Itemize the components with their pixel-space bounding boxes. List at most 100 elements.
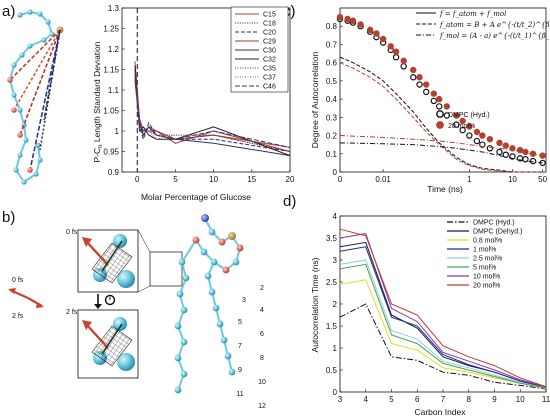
bond-vector bbox=[101, 323, 123, 355]
atom bbox=[17, 107, 23, 113]
chart-a-y-tick-label: 0.95 bbox=[103, 148, 119, 157]
arrow-head bbox=[36, 302, 44, 308]
arrow-head bbox=[82, 237, 92, 247]
nitrogen-atom bbox=[201, 214, 209, 222]
chart-d-series-line bbox=[339, 303, 547, 390]
chart-a-legend-label: C15 bbox=[263, 12, 276, 19]
carbon-index-label: 11 bbox=[236, 391, 243, 398]
carbon-index-label: 7 bbox=[238, 343, 242, 350]
chart-c-y-tick-label: 0 bbox=[333, 168, 338, 177]
chart-d-y-tick-label: 3.5 bbox=[326, 234, 338, 243]
carbon-index-label: 9 bbox=[238, 367, 242, 374]
carbon-index-label: 2 bbox=[260, 285, 264, 292]
chart-c-data-point bbox=[430, 90, 438, 97]
highlighted-atom bbox=[11, 107, 17, 113]
panel-label-a: a) bbox=[2, 3, 15, 20]
chart-c-x-tick-label: 10 bbox=[508, 175, 517, 184]
atom bbox=[174, 354, 182, 362]
oxygen-atom bbox=[192, 236, 200, 244]
atom bbox=[212, 304, 220, 312]
chart-c-data-point bbox=[400, 57, 407, 65]
chart-a-y-tick-label: 1.25 bbox=[103, 25, 119, 34]
zoom-box bbox=[149, 251, 183, 287]
atom bbox=[11, 92, 17, 98]
chart-c-data-point bbox=[387, 43, 394, 50]
atom bbox=[17, 152, 23, 158]
bond bbox=[181, 239, 197, 263]
chart-c-x-tick-label: 0.01 bbox=[375, 175, 391, 184]
chart-d-legend-label: 1 mol% bbox=[473, 247, 496, 254]
chart-d-series-line bbox=[339, 263, 547, 389]
chart-c-equation: f_mol = (A - a) e^{-(t/t_1)^{β_1}} bbox=[439, 32, 550, 40]
atom bbox=[27, 9, 33, 15]
chart-a-legend-label: C37 bbox=[263, 75, 276, 82]
chart-a-std-deviation: 0.9 0.95 1 1.05 1.1 1.15 1.2 1.25 1.3 0 5 10 15 20 C15… bbox=[92, 4, 295, 202]
clock-icon bbox=[104, 294, 116, 306]
chart-c-x-tick-label: 0 bbox=[338, 175, 343, 184]
chart-a-legend-label: C46 bbox=[263, 84, 276, 91]
chart-c-data-point bbox=[496, 148, 503, 156]
atom bbox=[220, 336, 228, 344]
chart-a-series-line bbox=[134, 77, 291, 152]
chart-d-x-tick-label: 11 bbox=[542, 395, 550, 404]
chart-d-legend-label: 0.8 mol% bbox=[473, 238, 502, 245]
atom bbox=[208, 288, 216, 296]
chart-d-legend-label: 2.5 mol% bbox=[473, 256, 502, 263]
chart-a-legend-label: C20 bbox=[263, 30, 276, 37]
chart-c-legend-label: DMPC (Hyd.) bbox=[448, 112, 490, 119]
chart-a-legend-label: C30 bbox=[263, 48, 276, 55]
chart-c-y-tick-label: 0.1 bbox=[326, 150, 338, 159]
chart-c-data-point bbox=[400, 63, 407, 70]
chart-c-data-point bbox=[392, 54, 400, 61]
time-label: 2 fs bbox=[12, 313, 24, 320]
chart-a-series-line bbox=[134, 65, 291, 157]
chart-c-data-point bbox=[502, 142, 509, 149]
chart-d-legend-label: DMPC (Dehyd.) bbox=[473, 229, 522, 236]
chart-c-data-point bbox=[522, 148, 529, 156]
chart-a-x-axis-label: Molar Percentage of Glucose bbox=[141, 192, 251, 202]
plane-mesh bbox=[91, 242, 133, 284]
chart-c-fit-curve bbox=[339, 142, 543, 164]
p-c-distance-line bbox=[19, 29, 61, 136]
atom bbox=[23, 137, 29, 143]
chart-a-y-tick-label: 1.3 bbox=[108, 4, 120, 13]
chart-c-data-point bbox=[486, 135, 494, 143]
chart-a-legend-label: C18 bbox=[263, 21, 276, 28]
atom bbox=[41, 37, 47, 43]
chart-c-data-point bbox=[349, 17, 357, 24]
chart-c-y-tick-label: 0.3 bbox=[326, 113, 338, 122]
chart-d-y-tick-label: 0.5 bbox=[326, 366, 338, 375]
chart-d-legend-label: 10 mol% bbox=[473, 274, 500, 281]
chart-a-x-tick-label: 5 bbox=[173, 175, 178, 184]
chart-c-data-point bbox=[366, 26, 374, 34]
chart-a-y-tick-label: 0.9 bbox=[108, 168, 120, 177]
oxygen-atom bbox=[222, 266, 230, 274]
chart-d-series-line bbox=[339, 228, 547, 388]
chart-d-x-tick-label: 4 bbox=[364, 395, 369, 404]
chart-a-y-tick-label: 1.15 bbox=[103, 66, 119, 75]
chart-c-data-point bbox=[516, 146, 524, 154]
atom bbox=[49, 31, 55, 37]
chart-c-data-point bbox=[423, 88, 430, 96]
atom bbox=[113, 317, 127, 331]
chart-a-series-line bbox=[134, 81, 291, 152]
chart-a-legend-label: C32 bbox=[263, 57, 276, 64]
atom bbox=[232, 258, 240, 266]
atom bbox=[19, 52, 25, 58]
chart-a-series-line bbox=[134, 73, 291, 148]
arrow-head bbox=[82, 320, 92, 330]
chart-a-y-tick-label: 1.1 bbox=[108, 86, 120, 95]
chart-c-data-point bbox=[416, 74, 423, 81]
chart-c-legend-marker bbox=[436, 121, 444, 129]
chart-d-legend-label: 5 mol% bbox=[473, 265, 496, 272]
atom bbox=[180, 370, 188, 378]
arrow-head bbox=[94, 304, 102, 309]
chart-d-x-axis-label: Carbon Index bbox=[414, 407, 466, 417]
chart-a-y-axis-label: P-Cn Length Standard Deviation bbox=[92, 41, 104, 162]
chart-c-data-point bbox=[336, 13, 344, 21]
p-c-distance-line bbox=[43, 29, 61, 121]
chart-a-legend-label: C35 bbox=[263, 66, 276, 73]
atom bbox=[117, 270, 135, 288]
chart-c-y-tick-label: 0.6 bbox=[326, 59, 338, 68]
